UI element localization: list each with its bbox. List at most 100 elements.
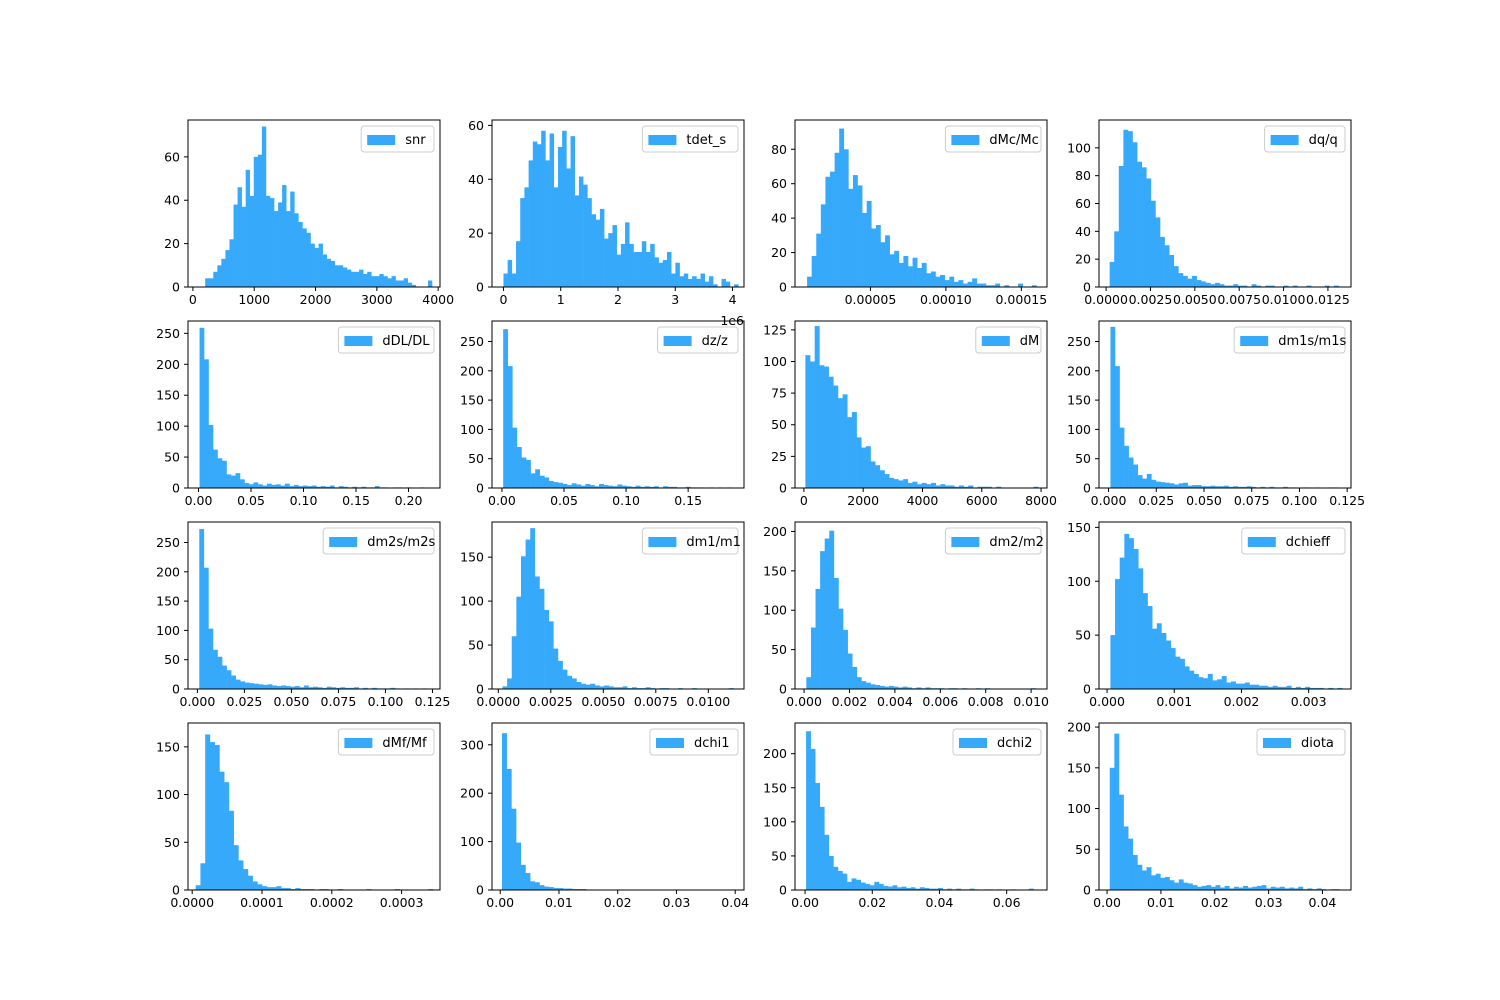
histogram-bar xyxy=(843,629,848,689)
histogram-bar xyxy=(865,682,871,689)
y-tick-label: 20 xyxy=(164,236,180,251)
histogram-bar xyxy=(815,588,821,689)
histogram-bar xyxy=(1178,879,1184,890)
y-tick-label: 150 xyxy=(156,739,180,754)
histogram-bar xyxy=(338,265,344,287)
histogram-bar xyxy=(257,154,263,287)
legend-label: dm1/m1 xyxy=(686,535,741,550)
x-tick-label: 0.003 xyxy=(1291,694,1327,709)
histogram-bar xyxy=(810,748,816,890)
histogram-bar xyxy=(824,834,830,890)
x-tick-label: 0.00 xyxy=(1093,895,1121,910)
histogram-bar xyxy=(1115,366,1120,488)
histogram-bar xyxy=(244,682,250,689)
legend-label: dm1s/m1s xyxy=(1278,334,1346,349)
histogram-bar xyxy=(949,485,955,488)
y-tick-label: 25 xyxy=(771,449,787,464)
histogram-bar xyxy=(990,285,996,287)
histogram-bar xyxy=(595,219,601,287)
histogram-bar xyxy=(1205,486,1211,488)
y-tick-label: 20 xyxy=(468,226,484,241)
y-tick-label: 40 xyxy=(468,172,484,187)
histogram-bar xyxy=(1217,679,1223,689)
y-tick-label: 0 xyxy=(1083,883,1091,898)
histogram-bar xyxy=(1182,275,1188,287)
histogram-bar xyxy=(856,437,862,488)
histogram-bar xyxy=(1004,285,1010,287)
histogram-bar xyxy=(721,278,726,287)
y-tick-label: 0 xyxy=(172,682,180,697)
histogram-bar xyxy=(938,887,943,890)
histogram-bar xyxy=(262,886,268,890)
histogram-bar xyxy=(520,556,526,689)
legend-label: diota xyxy=(1301,736,1334,751)
histogram-bar xyxy=(534,576,540,689)
legend-swatch xyxy=(648,537,677,547)
x-tick-label: 0 xyxy=(189,292,197,307)
histogram-bar xyxy=(280,485,286,488)
histogram-bar xyxy=(976,283,982,287)
x-tick-label: 0.15 xyxy=(674,493,702,508)
axes-frame xyxy=(794,119,1048,288)
histogram-bar xyxy=(253,482,259,488)
histogram-bar xyxy=(1261,885,1267,890)
histogram-bar xyxy=(1201,281,1207,287)
legend-label: dz/z xyxy=(702,334,728,349)
histogram-bar xyxy=(675,262,680,287)
histogram-bar xyxy=(1292,285,1298,287)
histogram-bar xyxy=(603,485,609,488)
histogram-bar xyxy=(847,653,853,689)
y-tick-label: 150 xyxy=(460,393,484,408)
subplot-dq-q: 0.0000 0.0025 0.0050 0.0075 0.0100 0.0125 0 20 4… xyxy=(1067,119,1352,307)
histogram-bar xyxy=(1265,285,1271,287)
y-tick-label: 250 xyxy=(1067,334,1091,349)
legend-box xyxy=(641,527,739,555)
histogram-bar xyxy=(1160,877,1166,890)
histogram-bar xyxy=(374,486,380,488)
legend-box xyxy=(1256,728,1346,756)
histogram-bar xyxy=(585,483,591,488)
histogram-bar xyxy=(879,470,885,488)
histogram-bar xyxy=(907,482,913,488)
histogram-bar xyxy=(1305,686,1311,689)
histogram-bar xyxy=(520,198,525,287)
histogram-bar xyxy=(247,875,253,890)
histogram-bar xyxy=(667,486,673,488)
histogram-bar xyxy=(278,202,283,287)
histogram-bar xyxy=(851,878,857,890)
x-tick-label: 0.01 xyxy=(1147,895,1175,910)
histogram-bar xyxy=(893,479,899,488)
histogram-bar xyxy=(968,485,974,488)
histogram-bar xyxy=(1174,882,1180,890)
histogram-bar xyxy=(1244,682,1250,689)
y-tick-label: 200 xyxy=(1067,720,1091,735)
subplot-ddl-dl: 0.00 0.05 0.10 0.15 0.20 0 50 100 150 200 250 dDL/D… xyxy=(156,320,441,508)
legend-box xyxy=(657,326,739,354)
y-tick-label: 100 xyxy=(156,419,180,434)
legend-swatch xyxy=(663,336,692,346)
histogram-bar xyxy=(1219,486,1225,488)
histogram-bar xyxy=(847,881,852,890)
x-tick-label: 0.010 xyxy=(1013,694,1049,709)
y-tick-label: 80 xyxy=(1075,168,1091,183)
x-tick-label: 0.0100 xyxy=(1262,292,1306,307)
x-tick-label: 2000 xyxy=(300,292,332,307)
y-tick-label: 0 xyxy=(779,280,787,295)
histogram-bar xyxy=(880,242,886,287)
histogram-bar xyxy=(919,887,925,890)
x-tick-label: 0.02 xyxy=(858,895,886,910)
histogram-bar xyxy=(662,260,668,287)
histogram-bar xyxy=(354,687,359,689)
histogram-bar xyxy=(1128,457,1134,488)
histogram-bar xyxy=(284,483,290,488)
histogram-bar xyxy=(616,254,622,287)
histogram-bar xyxy=(512,427,518,488)
histogram-bar xyxy=(308,687,314,689)
histogram-bar xyxy=(576,681,582,689)
histogram-bar xyxy=(898,480,904,488)
histogram-bar xyxy=(1119,427,1125,488)
x-tick-label: 0 xyxy=(800,493,808,508)
histogram-bar xyxy=(871,228,877,287)
